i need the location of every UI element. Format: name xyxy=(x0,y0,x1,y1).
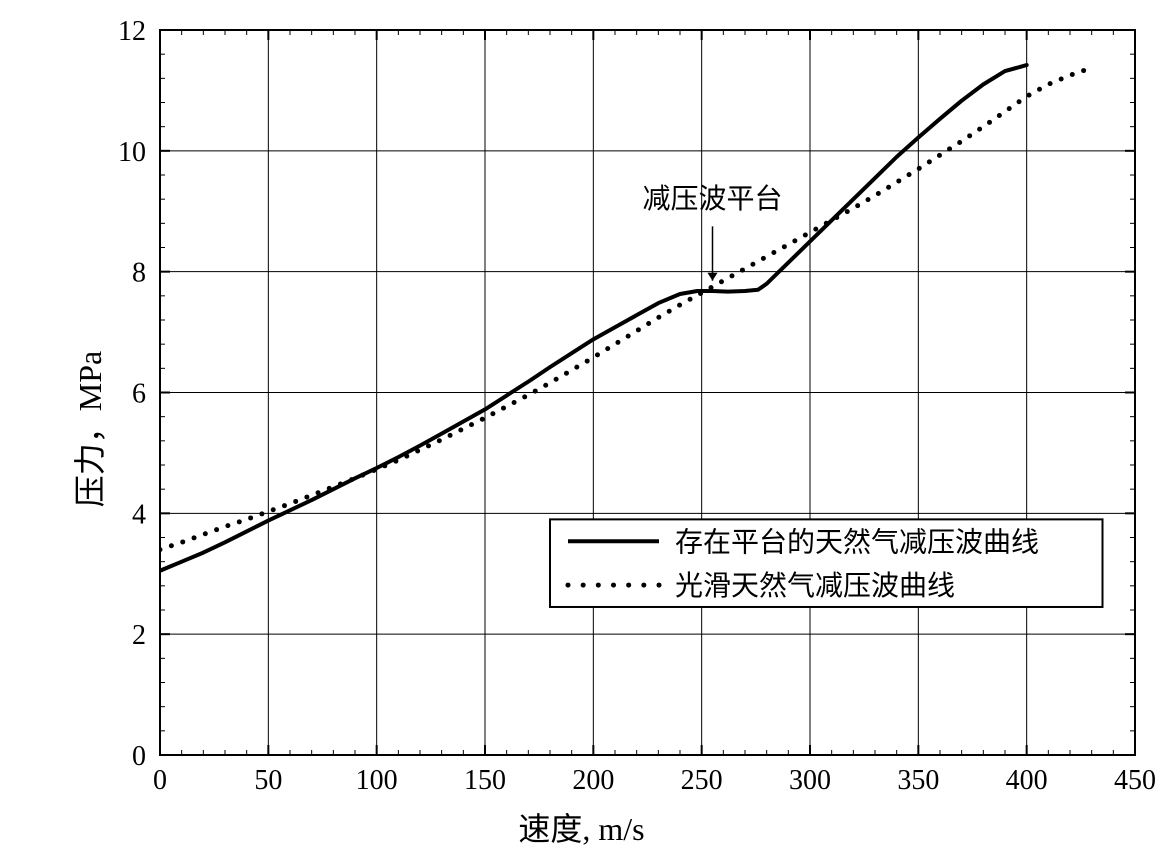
chart-svg: 0 50 100 150 200 250 300 350 400 450 0 2 4 6 8 10 12 减压波平… xyxy=(0,0,1163,858)
y-axis-label: 压力，MPa xyxy=(65,351,111,507)
x-tick-label: 450 xyxy=(1114,765,1156,796)
x-tick-label: 100 xyxy=(356,765,398,796)
y-tick-label: 8 xyxy=(132,258,146,289)
y-tick-label: 0 xyxy=(132,741,146,772)
x-tick-label: 400 xyxy=(1006,765,1048,796)
x-tick-label: 150 xyxy=(464,765,506,796)
y-tick-label: 6 xyxy=(132,379,146,410)
x-tick-label: 200 xyxy=(572,765,614,796)
y-tick-label: 4 xyxy=(132,499,146,530)
x-tick-label: 350 xyxy=(897,765,939,796)
y-tick-label: 12 xyxy=(118,16,146,47)
legend-item-label: 光滑天然气减压波曲线 xyxy=(675,570,955,602)
y-tick-label: 2 xyxy=(132,620,146,651)
y-tick-label: 10 xyxy=(118,137,146,168)
x-axis-label: 速度, m/s xyxy=(518,804,644,850)
legend-item-label: 存在平台的天然气减压波曲线 xyxy=(675,526,1039,558)
chart-container: 0 50 100 150 200 250 300 350 400 450 0 2 4 6 8 10 12 减压波平… xyxy=(0,0,1163,858)
x-tick-label: 300 xyxy=(789,765,831,796)
x-tick-label: 0 xyxy=(153,765,167,796)
x-tick-label: 50 xyxy=(254,765,282,796)
x-tick-label: 250 xyxy=(681,765,723,796)
annotation-label: 减压波平台 xyxy=(642,183,782,215)
